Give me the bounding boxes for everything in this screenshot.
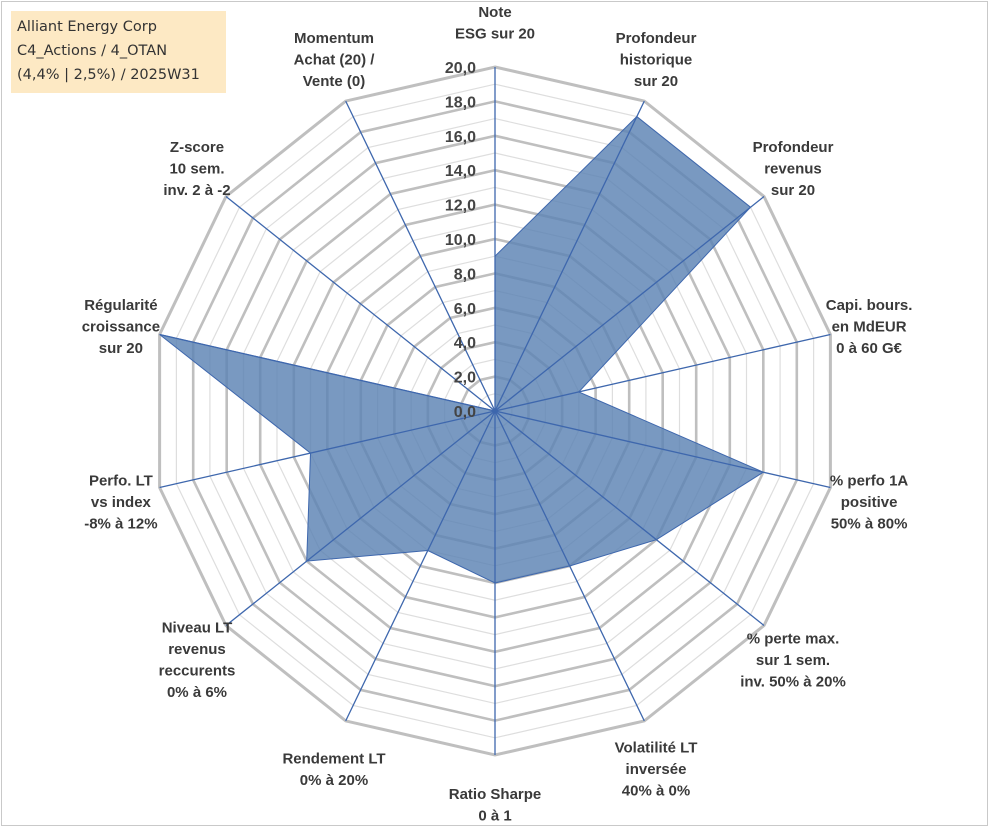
radial-tick-label: 16,0 xyxy=(445,129,476,146)
radial-tick-labels: 0,0 2,0 4,0 6,0 8,0 10,0 12,0 14,0 16,0 18,0 20,0 xyxy=(445,60,476,421)
category-label-line: % perte max. xyxy=(747,630,840,647)
axis-spoke xyxy=(494,410,831,489)
radial-tick-label: 0,0 xyxy=(454,404,476,421)
radial-tick-label: 12,0 xyxy=(445,198,476,215)
radial-tick-label: 2,0 xyxy=(454,370,476,387)
category-label-line: inv. 2 à -2 xyxy=(163,182,230,199)
category-label: Volatilité LT inversée 40% à 0% xyxy=(615,740,698,800)
series-layer xyxy=(159,115,765,584)
category-label-line: -8% à 12% xyxy=(84,515,157,532)
category-labels: Note ESG sur 20 Profondeur historique sur 20… xyxy=(82,4,913,825)
axis-spoke xyxy=(225,410,496,627)
axis-spoke xyxy=(345,410,496,722)
axis-spoke xyxy=(159,410,496,489)
category-label: Momentum Achat (20) / Vente (0) xyxy=(294,30,376,90)
category-label-line: % perfo 1A xyxy=(830,472,909,489)
title-line-1: Alliant Energy Corp xyxy=(17,19,157,35)
category-label-line: Z-score xyxy=(170,139,224,156)
category-label-line: Ratio Sharpe xyxy=(449,786,542,803)
category-label-line: reccurents xyxy=(159,663,236,680)
category-label-line: 10 sem. xyxy=(169,161,224,178)
axis-spoke xyxy=(159,333,496,412)
category-label-line: croissance xyxy=(82,319,160,336)
radial-tick-label: 14,0 xyxy=(445,163,476,180)
axis-spoke xyxy=(494,333,831,412)
category-label: Rendement LT 0% à 20% xyxy=(282,751,385,790)
category-label: Note ESG sur 20 xyxy=(455,4,535,43)
series-area-0 xyxy=(159,115,765,584)
axis-spoke xyxy=(225,195,496,412)
category-label-line: vs index xyxy=(91,494,152,511)
category-label-line: Note xyxy=(478,4,511,21)
axis-spoke xyxy=(494,100,645,412)
category-label: Capi. bours. en MdEUR 0 à 60 G€ xyxy=(826,297,913,357)
category-label-line: Capi. bours. xyxy=(826,297,913,314)
category-label-line: sur 20 xyxy=(634,73,678,90)
category-label-line: sur 20 xyxy=(771,182,815,199)
category-label: % perte max. sur 1 sem. inv. 50% à 20% xyxy=(740,630,846,690)
category-label: Profondeur revenus sur 20 xyxy=(753,139,834,199)
axis-spokes xyxy=(159,67,831,755)
category-label-line: 50% à 80% xyxy=(831,515,908,532)
category-label-line: inversée xyxy=(626,761,687,778)
category-label-line: sur 20 xyxy=(99,340,143,357)
category-label-line: 0% à 20% xyxy=(300,772,368,789)
title-line-3: (4,4% | 2,5%) / 2025W31 xyxy=(17,67,200,83)
title-line-2: C4_Actions / 4_OTAN xyxy=(17,43,168,59)
radial-tick-label: 10,0 xyxy=(445,232,476,249)
category-label-line: positive xyxy=(841,494,898,511)
axis-spoke xyxy=(494,195,765,412)
radial-tick-label: 8,0 xyxy=(454,266,476,283)
category-label-line: inv. 50% à 20% xyxy=(740,673,846,690)
category-label-line: ESG sur 20 xyxy=(455,26,535,43)
category-label: % perfo 1A positive 50% à 80% xyxy=(830,472,909,532)
radial-tick-label: 6,0 xyxy=(454,301,476,318)
radial-tick-label: 20,0 xyxy=(445,60,476,77)
category-label: Régularité croissance sur 20 xyxy=(82,297,160,357)
category-label-line: Régularité xyxy=(84,297,157,314)
category-label-line: Momentum xyxy=(294,30,374,47)
category-label-line: revenus xyxy=(764,161,822,178)
category-label-line: Niveau LT xyxy=(162,620,233,637)
category-label-line: historique xyxy=(620,51,693,68)
category-label-line: 0% à 6% xyxy=(167,684,227,701)
category-label-line: revenus xyxy=(168,641,226,658)
category-label: Perfo. LT vs index -8% à 12% xyxy=(84,472,157,532)
category-label: Profondeur historique sur 20 xyxy=(616,30,697,90)
axis-spoke xyxy=(494,410,645,722)
category-label: Niveau LT revenus reccurents 0% à 6% xyxy=(159,620,236,702)
category-label-line: Perfo. LT xyxy=(89,472,153,489)
category-label-line: 0 à 60 G€ xyxy=(836,340,903,357)
category-label-line: Volatilité LT xyxy=(615,740,698,757)
category-label: Z-score 10 sem. inv. 2 à -2 xyxy=(163,139,230,199)
radial-tick-label: 18,0 xyxy=(445,94,476,111)
category-label-line: Rendement LT xyxy=(282,751,385,768)
axis-spoke xyxy=(345,100,496,412)
category-label-line: Profondeur xyxy=(616,30,697,47)
category-label-line: sur 1 sem. xyxy=(756,652,830,669)
category-label-line: Profondeur xyxy=(753,139,834,156)
category-label-line: 40% à 0% xyxy=(622,783,690,800)
category-label-line: Vente (0) xyxy=(303,73,366,90)
radial-tick-label: 4,0 xyxy=(454,335,476,352)
category-label-line: 0 à 1 xyxy=(478,808,511,825)
axis-spoke xyxy=(494,410,765,627)
category-label: Ratio Sharpe 0 à 1 xyxy=(449,786,542,825)
chart-title-box: Alliant Energy Corp C4_Actions / 4_OTAN … xyxy=(11,11,226,93)
category-label-line: Achat (20) / xyxy=(294,51,376,68)
category-label-line: en MdEUR xyxy=(832,319,907,336)
